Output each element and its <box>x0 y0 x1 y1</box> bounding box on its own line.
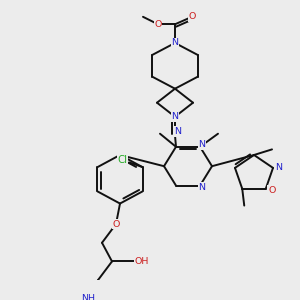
Text: N: N <box>275 164 283 172</box>
Text: O: O <box>188 12 196 21</box>
Text: O: O <box>112 220 120 229</box>
Text: N: N <box>175 127 182 136</box>
Text: OH: OH <box>135 257 149 266</box>
Text: O: O <box>154 20 162 29</box>
Text: N: N <box>172 112 178 121</box>
Text: N: N <box>199 183 206 192</box>
Text: NH: NH <box>81 294 95 300</box>
Text: O: O <box>268 186 275 195</box>
Text: N: N <box>172 38 178 47</box>
Text: Cl: Cl <box>118 155 128 165</box>
Text: N: N <box>199 140 206 149</box>
